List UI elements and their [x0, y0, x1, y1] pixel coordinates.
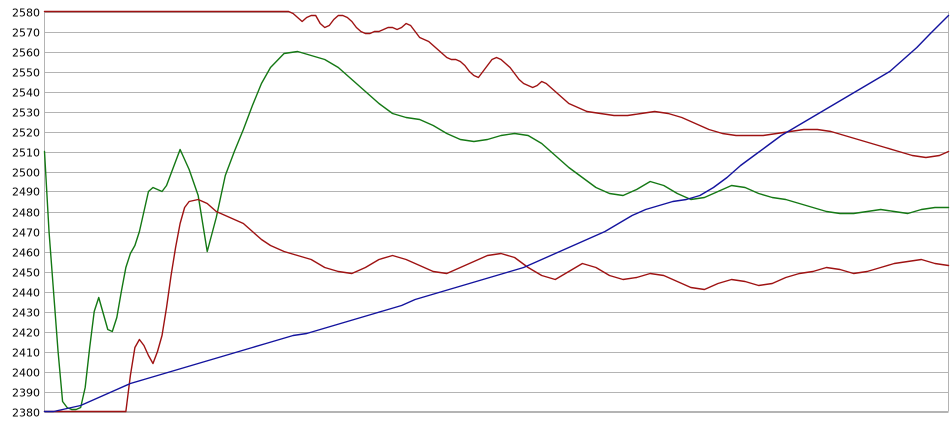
series-line-green	[43, 50, 950, 411]
y-axis-tick-label: 2440	[12, 287, 40, 300]
gridlines	[44, 12, 949, 413]
series-line-red-upper	[43, 10, 588, 113]
series-line-red-upper-continued	[586, 110, 950, 159]
y-axis-tick-label: 2390	[12, 387, 40, 400]
y-axis-tick-label: 2430	[12, 307, 40, 320]
series-line-blue	[43, 14, 950, 413]
y-axis-tick-label: 2520	[12, 127, 40, 140]
series-line-red-lower	[43, 198, 950, 413]
y-axis-tick-label: 2450	[12, 267, 40, 280]
y-axis-tick-label: 2470	[12, 227, 40, 240]
y-axis-tick-label: 2410	[12, 347, 40, 360]
y-axis-tick-label: 2570	[12, 27, 40, 40]
y-axis-tick-label: 2400	[12, 367, 40, 380]
y-axis-tick-label: 2550	[12, 67, 40, 80]
y-axis-tick-label: 2510	[12, 147, 40, 160]
y-axis-tick-label: 2540	[12, 87, 40, 100]
y-axis-tick-label: 2460	[12, 247, 40, 260]
y-axis-tick-label: 2490	[12, 186, 40, 199]
y-axis-tick-label: 2480	[12, 207, 40, 220]
y-axis-tick-label: 2580	[12, 7, 40, 20]
y-axis-tick-label: 2530	[12, 107, 40, 120]
y-axis-tick-label: 2420	[12, 327, 40, 340]
data-series	[43, 10, 950, 413]
y-axis-tick-labels: 2380 2390 2400 2410 2420 2430 2440 2450 2460 2470…	[12, 7, 40, 420]
y-axis-tick-label: 2380	[12, 407, 40, 420]
y-axis-tick-label: 2500	[12, 167, 40, 180]
axis-lines	[44, 11, 949, 412]
y-axis-tick-label: 2560	[12, 47, 40, 60]
